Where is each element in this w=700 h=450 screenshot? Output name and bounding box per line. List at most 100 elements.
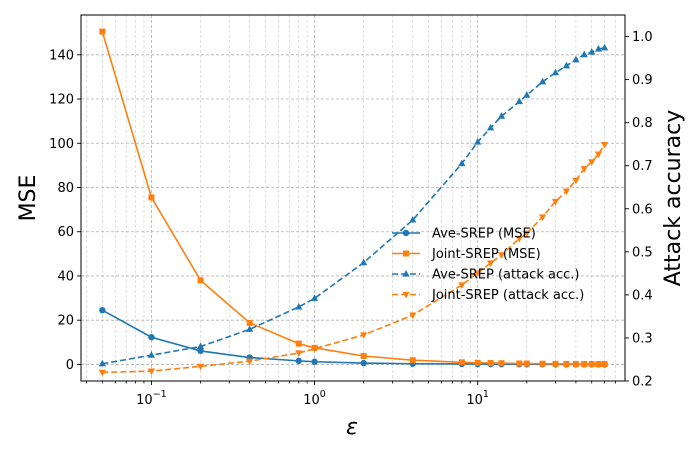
tick-labels: 10−1 100 101 0 20 40 60 80 100 120 140 0.2 0.3 0.4 0.5… — [49, 30, 653, 408]
data-point — [487, 123, 495, 131]
y-left-tick-label: 20 — [57, 314, 74, 329]
data-point — [487, 260, 495, 268]
data-point — [594, 45, 603, 52]
data-point — [523, 91, 531, 98]
data-point — [147, 368, 156, 376]
data-point — [562, 188, 571, 196]
data-point — [580, 166, 588, 173]
data-point — [515, 235, 523, 243]
legend-label: Ave-SREP (MSE) — [432, 227, 536, 242]
data-point — [562, 61, 571, 69]
data-point — [246, 325, 254, 332]
data-point — [246, 319, 253, 326]
y-left-axis-title: MSE — [16, 175, 41, 222]
data-point — [458, 359, 465, 366]
data-point — [572, 177, 580, 185]
data-point — [523, 230, 531, 238]
data-point — [516, 360, 523, 367]
y-left-tick-label: 120 — [49, 93, 74, 108]
legend-label: Joint-SREP (MSE) — [431, 247, 541, 262]
data-point — [311, 358, 318, 365]
x-tick-label: 10−1 — [136, 389, 167, 408]
data-point — [98, 359, 106, 367]
data-point — [98, 369, 106, 377]
legend-marker — [402, 270, 410, 277]
data-point — [310, 346, 319, 353]
data-point — [539, 360, 546, 367]
y-left-tick-label: 140 — [49, 48, 74, 63]
data-point — [601, 361, 608, 368]
data-point — [601, 43, 609, 51]
data-point — [581, 361, 588, 368]
y-right-tick-label: 1.0 — [632, 30, 653, 45]
y-left-tick-label: 60 — [57, 225, 74, 240]
data-point — [572, 360, 579, 367]
x-tick-label: 100 — [303, 389, 326, 408]
data-point — [497, 112, 506, 119]
data-point — [148, 194, 155, 201]
data-point — [360, 332, 368, 339]
data-point — [588, 159, 596, 166]
y-right-tick-label: 0.4 — [632, 288, 653, 303]
data-point — [474, 138, 482, 145]
data-point — [310, 294, 319, 301]
data-point — [588, 361, 595, 368]
data-point — [458, 282, 466, 289]
x-tick-label: 101 — [466, 389, 489, 408]
x-axis-title: ε — [346, 415, 358, 440]
data-point — [572, 55, 580, 63]
grid — [81, 15, 625, 381]
data-point — [580, 50, 588, 58]
legend-item-4: Joint-SREP (attack acc.) — [392, 288, 584, 303]
data-point — [497, 252, 506, 259]
data-point — [196, 363, 205, 371]
data-point — [148, 334, 155, 341]
data-point — [515, 97, 523, 105]
data-point — [409, 215, 417, 223]
data-point — [523, 360, 530, 367]
series-line — [102, 46, 605, 365]
ticks — [77, 36, 629, 385]
data-point — [295, 340, 302, 347]
y-left-tick-label: 100 — [49, 137, 74, 152]
legend-item-2: Joint-SREP (MSE) — [392, 247, 541, 262]
data-point — [551, 198, 560, 206]
data-point — [588, 48, 596, 55]
legend: Ave-SREP (MSE) Joint-SREP (MSE) Ave-SREP (… — [392, 227, 584, 303]
data-point — [99, 28, 106, 35]
y-right-tick-label: 0.9 — [632, 73, 653, 88]
data-point — [295, 302, 303, 310]
data-point — [197, 277, 204, 284]
y-right-tick-label: 0.7 — [632, 159, 653, 174]
data-point — [601, 142, 609, 149]
data-point — [595, 361, 602, 368]
y-left-tick-label: 40 — [57, 269, 74, 284]
y-right-tick-label: 0.3 — [632, 331, 653, 346]
legend-label: Joint-SREP (attack acc.) — [431, 288, 584, 303]
data-point — [551, 68, 560, 76]
legend-marker — [403, 250, 409, 257]
y-left-tick-label: 80 — [57, 181, 74, 196]
y-right-tick-label: 0.6 — [632, 202, 653, 217]
data-point — [360, 359, 367, 367]
data-point — [538, 214, 547, 221]
series-line — [101, 31, 605, 365]
data-point — [474, 270, 482, 277]
series-4 — [98, 142, 609, 377]
legend-marker — [402, 229, 410, 237]
data-point — [147, 351, 156, 358]
series-line — [102, 144, 606, 374]
data-point — [197, 347, 204, 355]
data-point — [409, 357, 416, 364]
legend-item-3: Ave-SREP (attack acc.) — [392, 268, 579, 283]
data-point — [552, 360, 559, 367]
y-left-tick-label: 0 — [66, 358, 74, 373]
data-point — [474, 359, 481, 366]
legend-item-1: Ave-SREP (MSE) — [392, 227, 536, 242]
data-point — [295, 357, 302, 365]
data-point — [538, 77, 547, 85]
y-right-tick-label: 0.2 — [632, 375, 653, 390]
plot-frame — [80, 14, 626, 382]
